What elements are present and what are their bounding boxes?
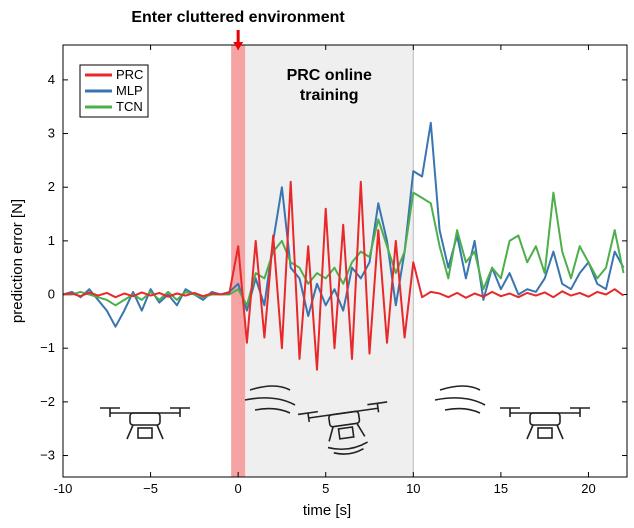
x-tick-label: 0: [235, 481, 242, 496]
chart: Enter cluttered environment time [s] pre…: [0, 0, 634, 523]
x-axis-label: time [s]: [303, 502, 351, 519]
y-axis-label: prediction error [N]: [9, 199, 26, 323]
annotation: Enter cluttered environment: [131, 9, 345, 26]
drone-icon: [500, 408, 590, 439]
legend-label: PRC: [116, 67, 143, 82]
y-tick-label: −3: [40, 448, 55, 463]
page: {"chart_data": { "type": "line", "xlabel…: [0, 0, 634, 528]
x-tick-label: −5: [143, 481, 158, 496]
region-label: PRC online: [287, 67, 372, 84]
legend-label: MLP: [116, 83, 143, 98]
shaded-region: [231, 45, 245, 477]
y-tick-label: −1: [40, 340, 55, 355]
wind-icon: [435, 386, 485, 413]
y-tick-label: 4: [48, 72, 55, 87]
y-tick-label: 2: [48, 179, 55, 194]
legend-label: TCN: [116, 99, 143, 114]
y-tick-label: −2: [40, 394, 55, 409]
x-tick-label: 10: [406, 481, 420, 496]
drone-icon: [100, 408, 190, 439]
x-tick-label: -10: [54, 481, 73, 496]
y-tick-label: 0: [48, 287, 55, 302]
x-tick-label: 20: [581, 481, 595, 496]
x-tick-label: 15: [494, 481, 508, 496]
y-tick-label: 1: [48, 233, 55, 248]
x-tick-label: 5: [322, 481, 329, 496]
region-label: training: [300, 87, 359, 104]
y-tick-label: 3: [48, 126, 55, 141]
